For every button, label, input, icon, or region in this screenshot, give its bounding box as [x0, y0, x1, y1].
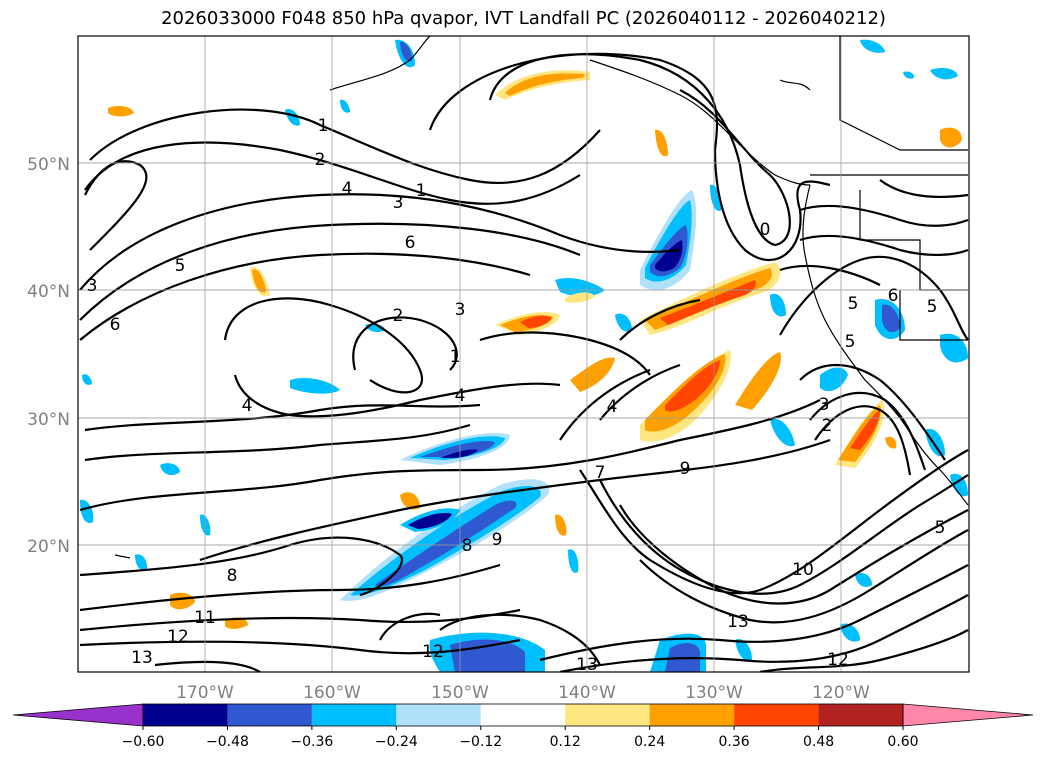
colorbar-tick-label: 0.60 [887, 734, 918, 750]
graticule [78, 36, 969, 672]
colorbar-segment [480, 704, 566, 726]
contour-label: 8 [462, 536, 473, 556]
contour-label: 4 [342, 179, 353, 199]
contour-label: 1 [416, 181, 427, 201]
contour-label: 6 [888, 286, 899, 306]
contour-label: 5 [845, 332, 856, 352]
lon-label-160w: 160°W [303, 683, 361, 703]
contour-label: 13 [131, 648, 153, 668]
colorbar-frame [142, 703, 904, 727]
contour-label: 5 [935, 518, 946, 538]
colorbar: −0.60 −0.48 −0.36 −0.24 −0.12 0.12 0.24 0.36 0.4… [12, 703, 1034, 750]
contour-label: 4 [455, 386, 466, 406]
colorbar-tick-label: −0.24 [375, 734, 418, 750]
contour-label: 6 [405, 233, 416, 253]
contour-label: 5 [927, 297, 938, 317]
contour-label: 12 [422, 642, 444, 662]
ivt-contours [79, 52, 969, 672]
colorbar-segment [818, 704, 903, 726]
contour-label: 11 [194, 608, 216, 628]
contour-label: 9 [492, 530, 503, 550]
contour-label: 3 [393, 193, 404, 213]
contour-label: 2 [315, 150, 326, 170]
map-border [77, 35, 970, 673]
lon-label-170w: 170°W [176, 683, 234, 703]
colorbar-tick-label: 0.24 [634, 734, 665, 750]
contour-label: 13 [576, 655, 598, 675]
lat-label-20n: 20°N [27, 537, 70, 557]
lon-label-140w: 140°W [558, 683, 616, 703]
colorbar-segment [396, 704, 481, 726]
contour-label: 5 [848, 294, 859, 314]
colorbar-tick-label: −0.48 [206, 734, 249, 750]
contour-label: 10 [792, 560, 814, 580]
contour-label: 3 [455, 300, 466, 320]
colorbar-segment [734, 704, 819, 726]
contour-label: 4 [242, 396, 253, 416]
colorbar-tick-label: 0.36 [719, 734, 750, 750]
colorbar-segment [311, 704, 397, 726]
colorbar-segment [227, 704, 312, 726]
colorbar-tick-label: 0.12 [550, 734, 581, 750]
contour-label: 12 [167, 627, 189, 647]
contour-label: 9 [680, 459, 691, 479]
colorbar-tick-label: 0.48 [803, 734, 834, 750]
map-area [78, 36, 969, 672]
lon-label-130w: 130°W [685, 683, 743, 703]
contour-label: 6 [110, 315, 121, 335]
contour-label: 1 [450, 347, 461, 367]
lat-label-40n: 40°N [27, 282, 70, 302]
contour-label: 7 [595, 463, 606, 483]
colorbar-extend-low [12, 703, 144, 727]
contour-label: 5 [175, 256, 186, 276]
lat-label-30n: 30°N [27, 410, 70, 430]
colorbar-segment [649, 704, 735, 726]
colorbar-extend-high [902, 703, 1034, 727]
contour-label: 13 [727, 612, 749, 632]
contour-label: 2 [393, 306, 404, 326]
contour-label: 2 [822, 416, 833, 436]
contour-label: 8 [227, 566, 238, 586]
colorbar-segment [143, 704, 228, 726]
lat-label-50n: 50°N [27, 155, 70, 175]
qvapor-shading [80, 39, 968, 672]
lon-label-150w: 150°W [431, 683, 489, 703]
contour-label: 12 [827, 650, 849, 670]
contour-label: 4 [607, 397, 618, 417]
lon-label-120w: 120°W [812, 683, 870, 703]
colorbar-segment [565, 704, 650, 726]
colorbar-tick-label: −0.12 [459, 734, 502, 750]
contour-label: 3 [819, 395, 830, 415]
contour-label: 3 [87, 276, 98, 296]
contour-label: 1 [318, 116, 329, 136]
map-title: 2026033000 F048 850 hPa qvapor, IVT Land… [161, 8, 886, 29]
contour-label: 0 [760, 220, 771, 240]
colorbar-tick-label: −0.36 [290, 734, 333, 750]
colorbar-tick-label: −0.60 [122, 734, 165, 750]
